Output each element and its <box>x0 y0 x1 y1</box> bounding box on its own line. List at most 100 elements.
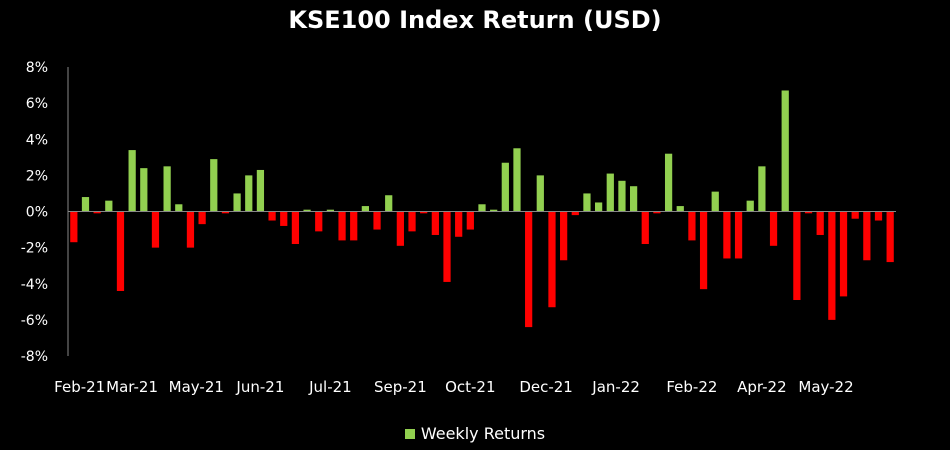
bar <box>851 211 859 219</box>
bar <box>629 186 638 212</box>
bar <box>618 180 626 212</box>
bar <box>116 211 125 291</box>
x-tick-label: Feb-21 <box>54 378 105 396</box>
bar <box>758 166 766 212</box>
bar <box>863 211 871 261</box>
x-tick-label: Jun-21 <box>235 378 284 396</box>
x-tick-label: May-22 <box>798 378 853 396</box>
legend-swatch <box>404 429 415 439</box>
bar <box>688 211 696 241</box>
bar <box>490 209 498 212</box>
y-tick-label: -2% <box>21 241 48 257</box>
bar <box>734 211 743 259</box>
bar <box>198 211 206 225</box>
chart-title: KSE100 Index Return (USD) <box>288 6 662 34</box>
bar <box>128 150 136 212</box>
x-tick-label: May-21 <box>169 378 224 396</box>
bar <box>536 175 544 212</box>
x-tick-labels: Feb-21 Mar-21 May-21 Jun-21 Jul-21 Sep-21 Oct-… <box>54 378 853 396</box>
x-tick-label: Oct-21 <box>445 378 495 396</box>
bar <box>501 162 509 212</box>
bar <box>408 211 416 232</box>
bar <box>291 211 300 245</box>
bar <box>268 211 276 221</box>
bar <box>513 148 521 212</box>
bar <box>595 202 603 212</box>
y-tick-label: 0% <box>26 205 48 221</box>
y-tick-label: 6% <box>26 96 48 112</box>
bar <box>455 211 463 237</box>
bar <box>81 197 90 212</box>
bar <box>711 191 719 212</box>
bar <box>186 211 195 248</box>
x-tick-label: Feb-22 <box>666 378 717 396</box>
bar <box>175 204 183 212</box>
bar <box>361 206 369 212</box>
bar <box>93 211 101 214</box>
bar <box>828 211 836 320</box>
bar <box>210 159 218 212</box>
bars-group <box>70 90 894 328</box>
bar <box>140 168 148 212</box>
bar <box>886 211 894 263</box>
bar <box>793 211 801 301</box>
bar <box>874 211 883 221</box>
y-tick-label: -6% <box>21 313 48 329</box>
x-tick-label: Sep-21 <box>374 378 427 396</box>
bar <box>781 90 789 212</box>
y-tick-labels: 8% 6% 4% 2% 0% -2% -4% -6% -8% <box>21 60 48 365</box>
x-tick-label: Jan-22 <box>591 378 640 396</box>
x-tick-label: Jul-21 <box>308 378 352 396</box>
bar <box>466 211 474 230</box>
bar <box>280 211 288 226</box>
bar <box>396 211 404 246</box>
bar <box>548 211 556 308</box>
bar <box>606 173 614 212</box>
bar <box>583 193 591 212</box>
bar <box>723 211 731 259</box>
bar <box>163 166 171 212</box>
bar <box>245 175 253 212</box>
bar <box>653 211 661 214</box>
y-tick-label: -8% <box>21 349 48 365</box>
x-tick-label: Dec-21 <box>519 378 573 396</box>
bar <box>338 211 346 241</box>
x-tick-label: Apr-22 <box>737 378 787 396</box>
bar <box>431 211 439 235</box>
bar <box>839 211 848 297</box>
bar <box>385 195 393 212</box>
bar <box>221 211 230 214</box>
bar <box>303 209 311 212</box>
bar <box>560 211 568 261</box>
y-tick-label: -4% <box>21 277 48 293</box>
y-tick-label: 8% <box>26 60 48 76</box>
bar <box>478 204 486 212</box>
bar <box>326 209 335 212</box>
bar <box>151 211 160 248</box>
bar <box>105 200 113 212</box>
legend-label: Weekly Returns <box>420 424 546 443</box>
bar <box>233 193 241 212</box>
legend: Weekly Returns <box>0 424 950 443</box>
bar <box>676 206 684 212</box>
bar <box>350 211 358 241</box>
bar <box>804 211 813 214</box>
bar <box>315 211 323 232</box>
bar <box>641 211 649 245</box>
bar <box>443 211 451 282</box>
bar <box>816 211 824 235</box>
y-tick-label: 4% <box>26 132 48 148</box>
bar <box>256 169 265 212</box>
x-tick-label: Mar-21 <box>106 378 158 396</box>
bar <box>746 200 754 212</box>
bar <box>70 211 78 243</box>
bar <box>699 211 708 290</box>
bar <box>664 153 673 212</box>
bar <box>373 211 381 230</box>
y-tick-label: 2% <box>26 168 48 184</box>
bar <box>420 211 428 214</box>
bar <box>769 211 778 246</box>
bar <box>571 211 579 216</box>
bar <box>525 211 533 328</box>
